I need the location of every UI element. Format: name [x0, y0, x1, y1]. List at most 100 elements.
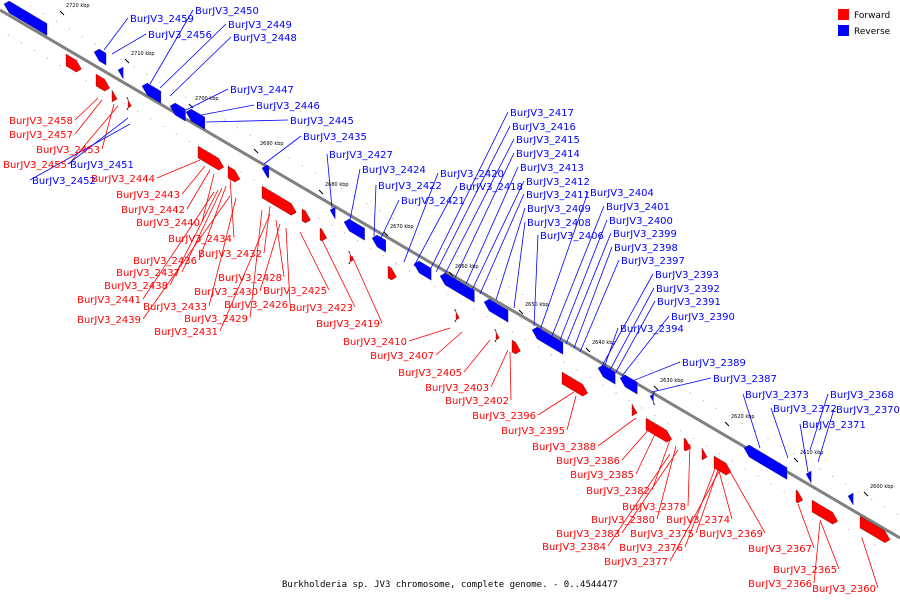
- label-leader-line: [621, 427, 651, 461]
- gene-label: BurJV3_2448: [233, 33, 297, 44]
- gene-label: BurJV3_2391: [657, 297, 721, 308]
- label-leader-line: [201, 173, 215, 223]
- label-leader-line: [513, 221, 526, 309]
- gene-label: BurJV3_2436: [133, 256, 197, 267]
- tick-mark: [518, 309, 524, 315]
- tick-mark: [448, 271, 454, 277]
- label-leader-line: [566, 395, 577, 431]
- reverse-gene-arrow: [371, 234, 386, 253]
- label-leader-line: [263, 205, 271, 254]
- label-leader-line: [408, 327, 451, 342]
- reverse-gene-arrow: [413, 260, 432, 281]
- gene-label: BurJV3_2409: [527, 204, 591, 215]
- gene-label: BurJV3_2432: [198, 249, 262, 260]
- gene-label: BurJV3_2437: [116, 268, 180, 279]
- forward-gene-arrow: [511, 339, 521, 355]
- tick-label: 2700 kbp: [195, 96, 219, 102]
- label-leader-line: [379, 199, 400, 241]
- label-leader-line: [186, 169, 211, 210]
- label-leader-line: [205, 119, 289, 123]
- gene-label: BurJV3_2439: [77, 315, 141, 326]
- tick-label: 2650 kbp: [525, 302, 549, 308]
- gene-label: BurJV3_2411: [526, 190, 590, 201]
- label-leader-line: [181, 165, 206, 195]
- label-leader-line: [471, 180, 525, 291]
- gene-label: BurJV3_2416: [512, 122, 576, 133]
- reverse-gene-arrow: [93, 48, 107, 66]
- label-leader-line: [609, 287, 655, 371]
- forward-gene-arrow: [125, 96, 132, 111]
- tick-label: 2720 kbp: [66, 3, 90, 9]
- forward-gene-arrow: [453, 308, 460, 323]
- tick-mark: [793, 457, 799, 463]
- gene-label: BurJV3_2427: [329, 150, 393, 161]
- gene-label: BurJV3_2367: [748, 544, 812, 555]
- gene-label: BurJV3_2396: [472, 411, 536, 422]
- label-leader-line: [601, 273, 654, 367]
- gene-label: BurJV3_2429: [184, 314, 248, 325]
- label-leader-line: [435, 125, 511, 273]
- gene-label: BurJV3_2376: [619, 543, 683, 554]
- forward-gene-arrow: [631, 403, 638, 417]
- tick-label: 2640 kbp: [592, 340, 616, 346]
- label-leader-line: [195, 104, 255, 117]
- gene-label: BurJV3_2428: [218, 273, 282, 284]
- gene-label: BurJV3_2397: [621, 256, 685, 267]
- label-leader-line: [229, 177, 235, 239]
- gene-label: BurJV3_2417: [510, 108, 574, 119]
- label-leader-line: [621, 315, 670, 377]
- forward-gene-arrow: [859, 515, 891, 543]
- label-leader-line: [435, 331, 463, 356]
- label-leader-line: [181, 187, 223, 273]
- gene-label: BurJV3_2377: [604, 557, 668, 568]
- label-leader-line: [684, 465, 717, 548]
- gene-label: BurJV3_2430: [194, 287, 258, 298]
- label-leader-line: [321, 239, 356, 308]
- label-leader-line: [142, 191, 215, 300]
- gene-label: BurJV3_2438: [104, 281, 168, 292]
- tick-mark: [585, 347, 591, 353]
- label-leader-line: [67, 117, 129, 165]
- gene-label: BurJV3_2392: [656, 284, 720, 295]
- label-leader-line: [101, 103, 115, 150]
- gene-label: BurJV3_2390: [671, 312, 735, 323]
- gene-label: BurJV3_2433: [143, 302, 207, 313]
- tick-label: 2660 kbp: [455, 264, 479, 270]
- tick-label: 2680 kbp: [325, 182, 349, 188]
- gene-labels: BurJV3_2458 BurJV3_2457 BurJV3_2453 BurJV3_…: [3, 6, 900, 595]
- forward-gene-arrow: [301, 208, 311, 224]
- legend: Forward Reverse: [838, 9, 891, 37]
- gene-label: BurJV3_2445: [290, 116, 354, 127]
- gene-label: BurJV3_2388: [532, 442, 596, 453]
- label-leader-line: [443, 138, 515, 277]
- gene-label: BurJV3_2450: [195, 6, 259, 17]
- gene-label: BurJV3_2425: [263, 286, 327, 297]
- tick-label: 2600 kbp: [870, 484, 894, 490]
- forward-gene-arrow: [261, 185, 297, 216]
- gene-label: BurJV3_2386: [556, 456, 620, 467]
- label-leader-line: [465, 166, 519, 285]
- gene-label: BurJV3_2444: [91, 174, 155, 185]
- label-leader-line: [597, 417, 637, 447]
- forward-gene-arrow: [95, 73, 110, 92]
- gene-label: BurJV3_2449: [228, 20, 292, 31]
- label-leader-line: [208, 197, 237, 307]
- label-leader-line: [573, 246, 613, 349]
- gene-label: BurJV3_2366: [748, 579, 812, 590]
- gene-label: BurJV3_2420: [440, 169, 504, 180]
- label-leader-line: [539, 191, 589, 331]
- label-leader-line: [169, 36, 232, 97]
- tick-mark: [188, 103, 194, 109]
- forward-gene-arrow: [683, 437, 692, 452]
- forward-gene-arrow: [493, 328, 500, 343]
- label-leader-line: [615, 300, 656, 373]
- tick-mark: [59, 10, 65, 16]
- label-leader-line: [635, 431, 657, 475]
- gene-label: BurJV3_2385: [570, 470, 634, 481]
- label-leader-line: [490, 349, 509, 388]
- label-leader-line: [621, 449, 679, 534]
- gene-label: BurJV3_2443: [116, 190, 180, 201]
- label-leader-line: [185, 88, 229, 111]
- gene-label: BurJV3_2393: [655, 270, 719, 281]
- label-leader-line: [74, 99, 103, 135]
